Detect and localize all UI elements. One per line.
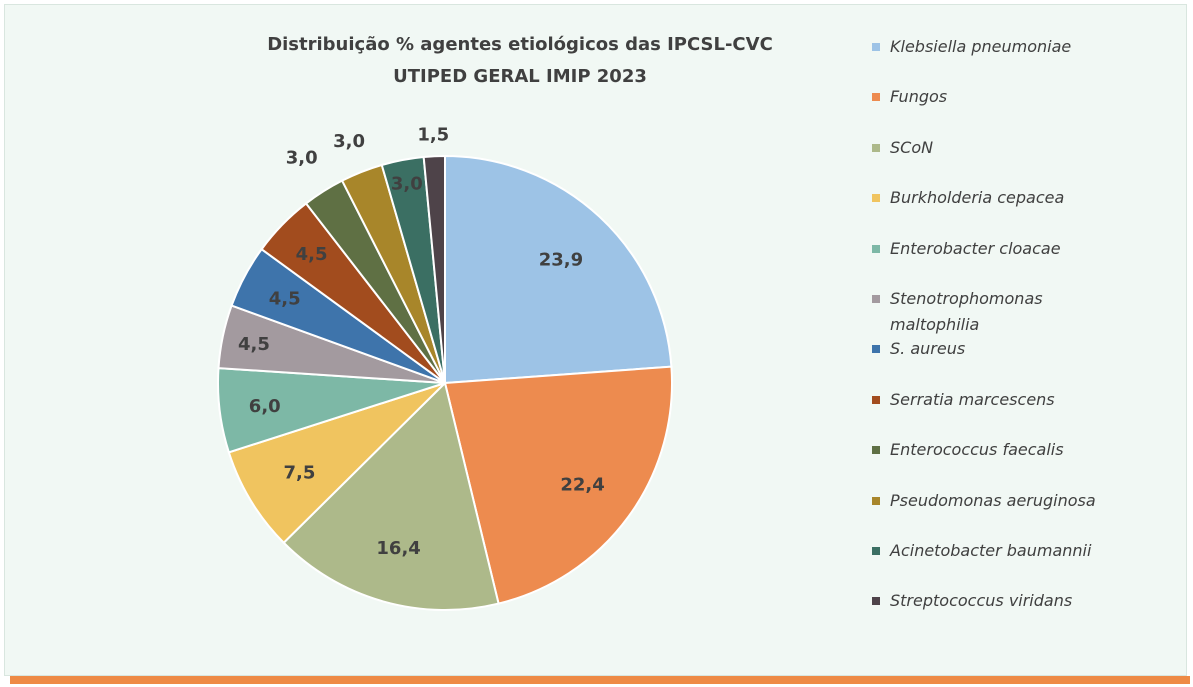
legend-swatch [872, 597, 880, 606]
legend-label: Streptococcus viridans [890, 591, 1073, 611]
legend-label: Serratia marcescens [890, 389, 1055, 409]
legend-item: Serratia marcescens [872, 387, 1122, 413]
legend-label: SCoN [890, 137, 934, 157]
data-label: 3,0 [333, 131, 365, 152]
pie-slice [227, 382, 446, 545]
legend-swatch [872, 194, 880, 203]
legend-label: Acinetobacter baumannii [890, 541, 1092, 560]
data-label: 16,4 [376, 538, 420, 559]
legend-item: Fungos [872, 84, 1122, 110]
data-label: 4,5 [296, 244, 328, 265]
legend-swatch [872, 244, 880, 253]
data-label: 3,0 [286, 148, 318, 169]
legend-item: Klebsiella pneumoniae [872, 34, 1122, 60]
legend-item: Pseudomonas aeruginosa [872, 488, 1122, 514]
chart-title: UTIPED GERAL IMIP 2023 [393, 66, 647, 87]
legend-item: Enterobacter cloacae [872, 236, 1122, 262]
pie-slice [444, 154, 673, 385]
legend-label: Stenotrophomonas maltophilia [890, 289, 1043, 334]
legend-label: Burkholderia cepacea [890, 188, 1065, 208]
data-label: 3,0 [391, 173, 423, 194]
legend-label: Fungos [890, 87, 948, 107]
pie-slice [443, 365, 673, 605]
data-label: 22,4 [560, 474, 604, 495]
legend-swatch [872, 345, 880, 354]
data-label: 6,0 [249, 396, 281, 417]
legend-swatch [872, 446, 880, 455]
legend-swatch [872, 43, 880, 51]
legend-label: Enterococcus faecalis [890, 440, 1064, 460]
legend-label: S. aureus [890, 339, 966, 359]
data-label: 4,5 [269, 289, 301, 310]
bottom-bar [10, 676, 1190, 684]
pie-slice [282, 381, 500, 611]
legend-swatch [872, 143, 880, 152]
pie-slice [422, 154, 446, 384]
legend-swatch [872, 93, 880, 102]
legend-item: SCoN [872, 135, 1122, 161]
legend-item: Burkholderia cepacea [872, 185, 1122, 211]
data-label: 23,9 [539, 249, 583, 270]
legend-label: Klebsiella pneumoniae [890, 37, 1072, 56]
legend-label: Enterobacter cloacae [890, 238, 1061, 258]
legend-swatch [872, 395, 880, 404]
data-label: 4,5 [238, 334, 270, 355]
data-label: 1,5 [417, 125, 449, 146]
legend-swatch [872, 547, 880, 555]
legend-item: Acinetobacter baumannii [872, 538, 1122, 564]
legend-label: Pseudomonas aeruginosa [890, 490, 1096, 510]
legend-item: Streptococcus viridans [872, 588, 1122, 614]
legend-item: Enterococcus faecalis [872, 437, 1122, 463]
legend-swatch [872, 496, 880, 505]
data-label: 7,5 [284, 462, 316, 483]
legend-item: Stenotrophomonas maltophilia [872, 286, 1122, 338]
chart-title: Distribuição % agentes etiológicos das I… [267, 34, 773, 55]
legend-item: S. aureus [872, 336, 1122, 362]
legend-swatch [872, 295, 880, 303]
